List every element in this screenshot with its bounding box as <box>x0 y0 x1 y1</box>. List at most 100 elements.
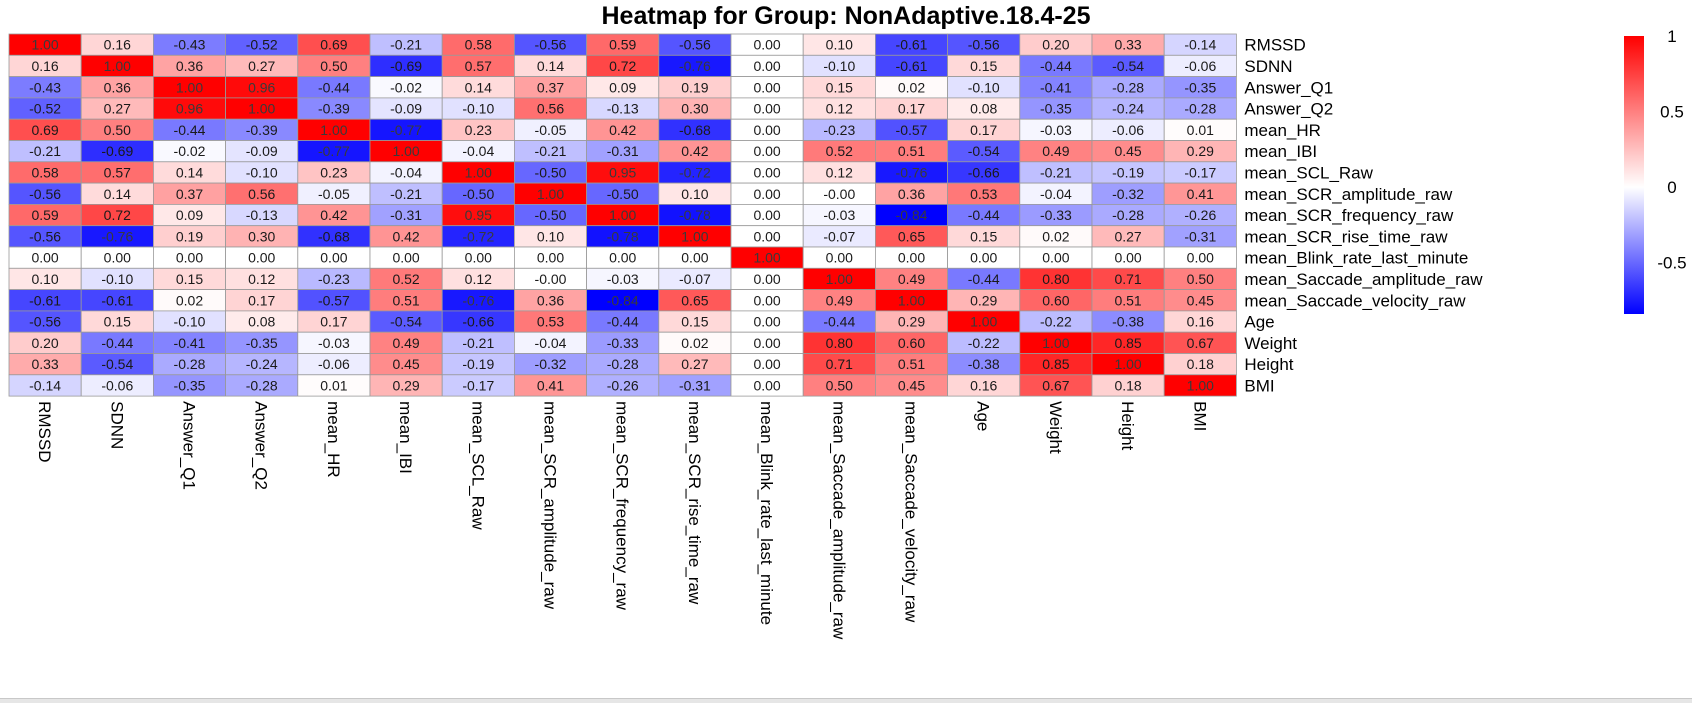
cell-value-label: -0.56 <box>535 37 567 53</box>
cell-value-label: 0.27 <box>681 356 708 372</box>
cell-value-label: 0.15 <box>970 58 997 74</box>
cell-value-label: 0.12 <box>248 271 275 287</box>
cell-value-label: -0.21 <box>390 37 422 53</box>
cell-value-label: -0.78 <box>679 207 711 223</box>
cell-value-label: 0.27 <box>104 101 131 117</box>
window-bottom-edge <box>0 698 1692 703</box>
cell-value-label: 0.12 <box>826 101 853 117</box>
cell-value-label: 0.00 <box>753 122 780 138</box>
cell-value-label: 0.60 <box>898 335 925 351</box>
cell-value-label: -0.28 <box>607 356 639 372</box>
cell-value-label: -0.31 <box>679 377 711 393</box>
cell-value-label: -0.03 <box>318 335 350 351</box>
cell-value-label: -0.31 <box>390 207 422 223</box>
cell-value-label: -0.19 <box>462 356 494 372</box>
cell-value-label: 0.37 <box>537 79 564 95</box>
cell-value-label: -0.50 <box>607 186 639 202</box>
cell-value-label: 0.45 <box>1114 143 1141 159</box>
cell-value-label: 0.12 <box>465 271 492 287</box>
cell-value-label: -0.24 <box>1112 101 1144 117</box>
cell-value-label: 0.17 <box>970 122 997 138</box>
cell-value-label: 0.16 <box>1187 314 1214 330</box>
cell-value-label: -0.52 <box>246 37 278 53</box>
cell-value-label: -0.54 <box>968 143 1000 159</box>
cell-value-label: -0.44 <box>1040 58 1072 74</box>
cell-value-label: -0.09 <box>390 101 422 117</box>
cell-value-label: 0.80 <box>826 335 853 351</box>
cell-value-label: 0.20 <box>1042 37 1069 53</box>
cell-value-label: -0.14 <box>1184 37 1216 53</box>
cell-value-label: -0.21 <box>390 186 422 202</box>
cell-value-label: 0.15 <box>970 228 997 244</box>
cell-value-label: -0.02 <box>390 79 422 95</box>
cell-value-label: 0.37 <box>176 186 203 202</box>
column-label: Weight <box>1046 401 1065 454</box>
cell-value-label: 0.71 <box>826 356 853 372</box>
cell-value-label: -0.57 <box>318 292 350 308</box>
cell-value-label: -0.24 <box>246 356 278 372</box>
cell-value-label: 0.00 <box>753 164 780 180</box>
cell-value-label: 0.12 <box>826 164 853 180</box>
cell-value-label: -0.10 <box>101 271 133 287</box>
cell-value-label: -0.35 <box>1184 79 1216 95</box>
legend-color-bar <box>1624 36 1644 314</box>
cell-value-label: 0.58 <box>31 164 58 180</box>
cell-value-label: -0.77 <box>390 122 422 138</box>
row-label: Height <box>1244 355 1293 374</box>
cell-value-label: 1.00 <box>1114 356 1141 372</box>
cell-value-label: 0.60 <box>1042 292 1069 308</box>
cell-value-label: 0.00 <box>753 101 780 117</box>
cell-value-label: -0.04 <box>1040 186 1072 202</box>
column-label: BMI <box>1190 401 1209 431</box>
cell-value-label: -0.50 <box>535 164 567 180</box>
cell-value-label: -0.13 <box>607 101 639 117</box>
cell-value-label: 0.00 <box>898 250 925 266</box>
cell-value-label: -0.10 <box>823 58 855 74</box>
cell-value-label: -0.07 <box>679 271 711 287</box>
cell-value-label: 0.53 <box>537 314 564 330</box>
cell-value-label: 1.00 <box>898 292 925 308</box>
column-label: SDNN <box>107 401 126 449</box>
cell-value-label: 1.00 <box>104 58 131 74</box>
cell-value-label: 0.14 <box>104 186 131 202</box>
cell-value-label: 0.45 <box>898 377 925 393</box>
cell-value-label: 0.01 <box>1187 122 1214 138</box>
cell-value-label: 0.00 <box>104 250 131 266</box>
cell-value-label: 0.23 <box>320 164 347 180</box>
cell-value-label: -0.10 <box>174 314 206 330</box>
cell-value-label: 0.00 <box>465 250 492 266</box>
cell-value-label: -0.76 <box>679 58 711 74</box>
cell-value-label: 0.09 <box>609 79 636 95</box>
cell-value-label: 0.49 <box>1042 143 1069 159</box>
cell-value-label: 0.17 <box>248 292 275 308</box>
cell-value-label: 1.00 <box>753 250 780 266</box>
cell-value-label: 0.67 <box>1042 377 1069 393</box>
row-labels: RMSSDSDNNAnswer_Q1Answer_Q2mean_HRmean_I… <box>1244 36 1483 396</box>
cell-value-label: 0.72 <box>104 207 131 223</box>
cell-value-label: -0.56 <box>29 186 61 202</box>
cell-value-label: -0.28 <box>1112 79 1144 95</box>
cell-value-label: 0.00 <box>970 250 997 266</box>
cell-value-label: 0.51 <box>392 292 419 308</box>
cell-value-label: -0.56 <box>29 314 61 330</box>
cell-value-label: 0.10 <box>826 37 853 53</box>
cell-value-label: -0.06 <box>1112 122 1144 138</box>
cell-value-label: -0.21 <box>1040 164 1072 180</box>
cell-value-label: 0.42 <box>681 143 708 159</box>
cell-value-label: 0.19 <box>681 79 708 95</box>
cell-value-label: 0.33 <box>1114 37 1141 53</box>
cell-value-label: 1.00 <box>970 314 997 330</box>
row-label: Answer_Q1 <box>1244 78 1333 97</box>
cell-value-label: 0.69 <box>320 37 347 53</box>
cell-value-label: -0.35 <box>174 377 206 393</box>
cell-value-label: 0.51 <box>898 143 925 159</box>
cell-value-label: -0.54 <box>1112 58 1144 74</box>
cell-value-label: 0.59 <box>31 207 58 223</box>
cell-value-label: -0.61 <box>896 58 928 74</box>
row-label: mean_SCR_amplitude_raw <box>1244 185 1453 204</box>
cell-value-label: 0.15 <box>176 271 203 287</box>
row-label: mean_Blink_rate_last_minute <box>1244 249 1468 268</box>
cell-value-label: -0.21 <box>535 143 567 159</box>
cell-value-label: -0.61 <box>896 37 928 53</box>
cell-value-label: 0.00 <box>753 207 780 223</box>
